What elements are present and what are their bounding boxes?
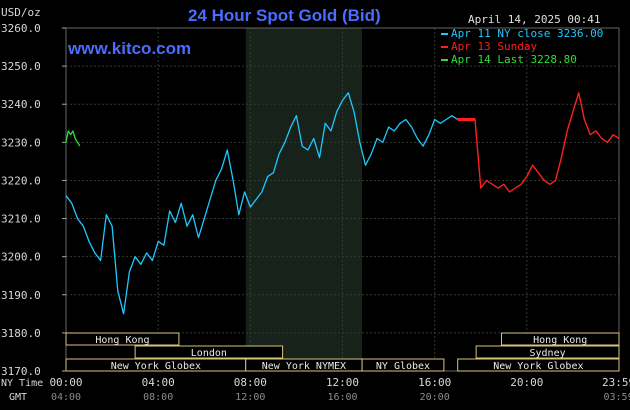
x-tick-label-gmt: 12:00: [235, 392, 265, 403]
x-tick-label-ny: 23:59: [602, 376, 630, 389]
x-row-label-gmt: GMT: [9, 392, 27, 403]
legend-entry: Apr 11 NY close 3236.00: [451, 27, 603, 40]
y-tick-label: 3250.0: [1, 60, 41, 73]
x-tick-label-gmt: 16:00: [327, 392, 357, 403]
x-tick-label-gmt: 03:59: [603, 392, 630, 403]
y-axis-ticks: 3260.0 3250.0 3240.0 3230.0 3220.0 3210.0 3200…: [1, 22, 66, 378]
session-label: New York Globex: [493, 361, 583, 372]
session-box: [457, 358, 620, 372]
y-tick-label: 3240.0: [1, 98, 41, 111]
session-label: London: [191, 348, 227, 359]
session-label: Hong Kong: [533, 335, 587, 346]
y-tick-label: 3170.0: [1, 365, 41, 378]
y-tick-label: 3220.0: [1, 174, 41, 187]
legend-entry: Apr 13 Sunday: [451, 40, 537, 53]
series-line-1: [457, 92, 620, 193]
x-tick-label-ny: 12:00: [326, 376, 359, 389]
series-line-2: [65, 130, 81, 147]
y-tick-label: 3180.0: [1, 327, 41, 340]
legend-entry: Apr 14 Last 3228.80: [451, 53, 577, 66]
x-row-label-ny: NY Time: [1, 378, 43, 389]
session-label: NY Globex: [376, 361, 430, 372]
session-box: [475, 345, 620, 359]
x-tick-label-gmt: 20:00: [420, 392, 450, 403]
x-tick-label-ny: 00:00: [49, 376, 82, 389]
price-series: [65, 92, 620, 315]
session-label: New York Globex: [111, 361, 201, 372]
session-box: [65, 332, 180, 346]
y-unit-label: USD/oz: [1, 6, 41, 19]
session-label: Hong Kong: [95, 335, 149, 346]
y-tick-label: 3190.0: [1, 289, 41, 302]
x-tick-label-ny: 16:00: [418, 376, 451, 389]
x-tick-label-ny: 04:00: [142, 376, 175, 389]
series-line-0: [65, 92, 459, 315]
chart-datetime: April 14, 2025 00:41: [468, 13, 600, 26]
site-watermark: www.kitco.com: [67, 39, 191, 58]
x-tick-label-ny: 20:00: [510, 376, 543, 389]
y-tick-label: 3230.0: [1, 136, 41, 149]
x-tick-label-ny: 08:00: [234, 376, 267, 389]
nymex-session-shade: [245, 28, 363, 371]
session-box: [500, 332, 620, 346]
session-box: [361, 358, 445, 372]
y-tick-label: 3210.0: [1, 213, 41, 226]
y-tick-label: 3260.0: [1, 22, 41, 35]
session-label: New York NYMEX: [262, 361, 346, 372]
session-box: [134, 345, 284, 359]
trading-sessions: Hong Kong Hong Kong London Sydney New York G…: [65, 332, 620, 372]
y-tick-label: 3200.0: [1, 251, 41, 264]
x-tick-label-gmt: 04:00: [51, 392, 81, 403]
chart-title: 24 Hour Spot Gold (Bid): [188, 6, 381, 25]
x-tick-label-gmt: 08:00: [143, 392, 173, 403]
session-label: Sydney: [530, 348, 566, 359]
x-axis-ticks: 00:00 04:00 08:00 12:00 16:00 20:00 23:59 04:00…: [49, 376, 630, 403]
